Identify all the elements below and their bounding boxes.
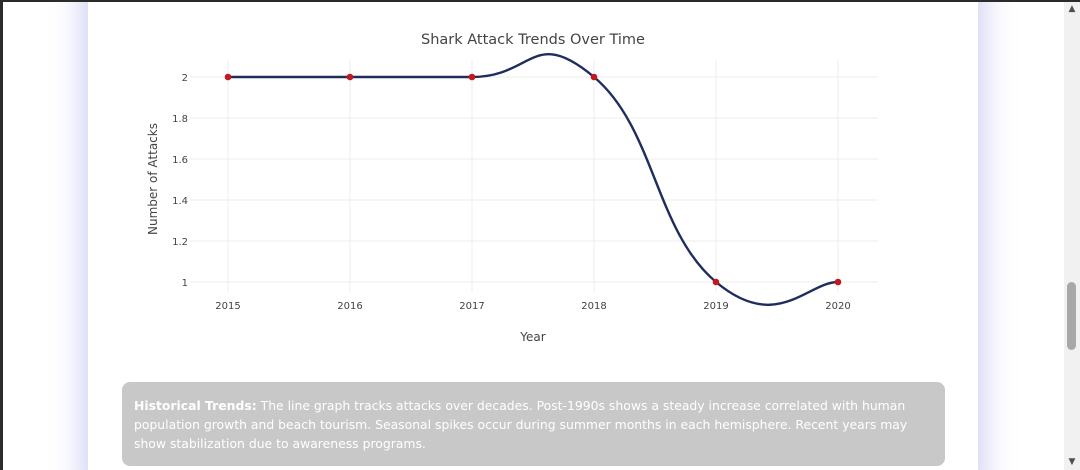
data-point (468, 73, 476, 81)
y-tick-label: 2 (182, 73, 188, 84)
x-tick-label: 2016 (337, 301, 362, 312)
scroll-down-arrow-icon[interactable]: ▼ (1068, 457, 1076, 467)
x-axis-label: Year (519, 330, 545, 344)
x-tick-label: 2018 (581, 301, 606, 312)
y-tick-label: 1 (182, 278, 188, 289)
x-tick-label: 2015 (215, 301, 240, 312)
y-tick-label: 1.8 (172, 114, 188, 125)
x-tick-label: 2017 (459, 301, 484, 312)
series-markers (224, 73, 842, 286)
scrollbar-thumb[interactable] (1067, 282, 1076, 350)
data-point (346, 73, 354, 81)
data-point (712, 278, 720, 286)
window-edge-left (0, 0, 3, 470)
y-axis-label: Number of Attacks (146, 123, 160, 235)
y-tick-label: 1.2 (172, 237, 188, 248)
note-text: The line graph tracks attacks over decad… (134, 398, 908, 451)
x-tick-label: 2020 (825, 301, 850, 312)
data-point (224, 73, 232, 81)
window-edge-top (0, 0, 1080, 2)
data-point (590, 73, 598, 81)
x-tick-label: 2019 (703, 301, 728, 312)
y-axis-ticks: 1 1.2 1.4 1.6 1.8 2 (172, 73, 188, 289)
scroll-up-arrow-icon[interactable]: ▲ (1068, 4, 1076, 14)
series-line (227, 53, 839, 306)
x-axis-ticks: 2015 2016 2017 2018 2019 2020 (215, 301, 850, 312)
note-label: Historical Trends: (134, 398, 257, 413)
y-tick-label: 1.4 (172, 196, 188, 207)
data-point (834, 278, 842, 286)
chart-title: Shark Attack Trends Over Time (421, 32, 645, 48)
vertical-scrollbar[interactable]: ▲ ▼ (1064, 0, 1080, 470)
historical-trends-note: Historical Trends: The line graph tracks… (122, 382, 945, 466)
chart-grid (190, 60, 878, 292)
y-tick-label: 1.6 (172, 155, 188, 166)
